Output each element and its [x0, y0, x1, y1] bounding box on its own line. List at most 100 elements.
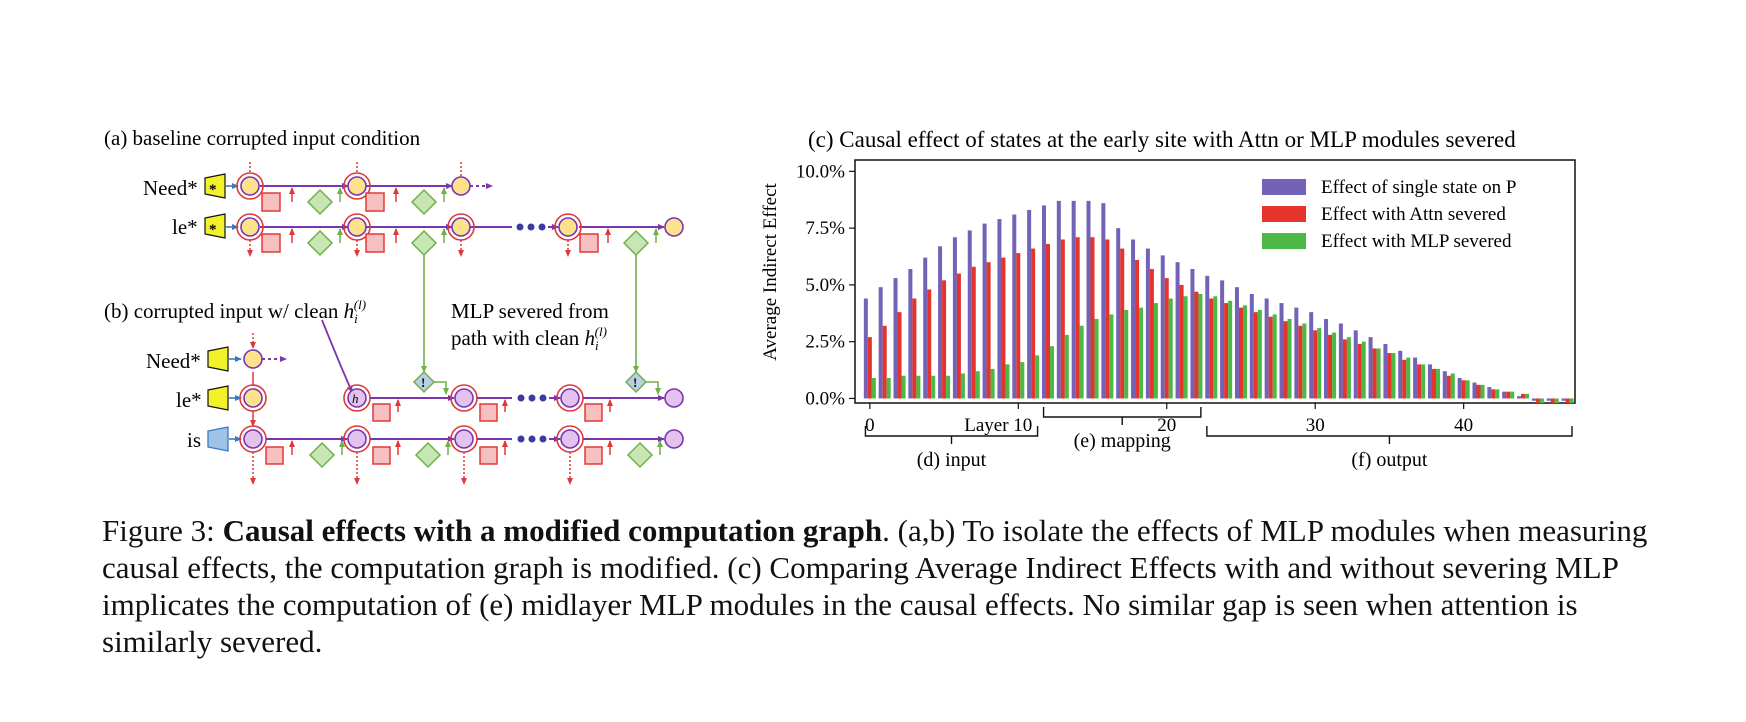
- clean-h-node: [347, 388, 367, 408]
- bar: [952, 237, 957, 399]
- y-tick-label: 7.5%: [805, 218, 845, 239]
- token-label: Need*: [146, 349, 201, 373]
- hidden-state-node: [454, 388, 474, 408]
- token-label: Need*: [143, 176, 198, 200]
- bar: [1268, 316, 1273, 399]
- legend-entry: Effect with MLP severed: [1321, 231, 1512, 252]
- bar: [893, 278, 898, 399]
- bar: [1012, 214, 1017, 399]
- y-axis-label: Average Indirect Effect: [760, 182, 781, 360]
- x-tick-label: 30: [1306, 415, 1325, 436]
- bar: [1228, 300, 1233, 399]
- attn-module: [261, 192, 281, 212]
- bar: [1109, 314, 1114, 399]
- bar: [1510, 391, 1515, 399]
- bar: [1461, 380, 1466, 399]
- bar: [1487, 387, 1492, 399]
- hidden-state-node: [558, 217, 578, 237]
- figure-caption: Figure 3: Causal effects with a modified…: [102, 512, 1662, 660]
- bar: [1120, 248, 1125, 399]
- bar: [927, 289, 932, 399]
- legend-entry: Effect of single state on P: [1321, 177, 1516, 198]
- mlp-severed-note-2: path with clean hi(l): [451, 324, 607, 353]
- chart-title: (c) Causal effect of states at the early…: [808, 127, 1516, 152]
- bar: [1476, 384, 1481, 399]
- attn-module: [479, 403, 498, 422]
- bar: [1517, 396, 1522, 399]
- bar: [867, 337, 872, 399]
- bar: [1168, 298, 1173, 399]
- severed-mlp-icon: [412, 370, 436, 394]
- token-input-icon: [204, 213, 226, 239]
- bar: [1561, 398, 1566, 401]
- bracket: [1206, 426, 1573, 444]
- bar: [1480, 384, 1485, 399]
- panel-c-chart: (c) Causal effect of states at the early…: [760, 127, 1576, 471]
- bar: [990, 368, 995, 399]
- caption-text: . (a,b) To isolate the effects of MLP mo…: [102, 513, 1648, 659]
- hidden-state-node: [347, 217, 367, 237]
- bar: [1402, 359, 1407, 399]
- bar: [1264, 298, 1269, 399]
- plot-frame: [854, 159, 1576, 404]
- mlp-module: [626, 441, 654, 469]
- bars: [863, 200, 1574, 403]
- graph-row-is-b: [239, 411, 684, 485]
- bar: [1016, 253, 1021, 399]
- bar: [1387, 353, 1392, 399]
- bar: [1298, 325, 1303, 399]
- bar: [942, 280, 947, 399]
- bar: [1383, 343, 1388, 399]
- bar: [1550, 398, 1555, 403]
- bar: [960, 373, 965, 399]
- figure-3: (a) baseline corrupted input condition N…: [104, 126, 1576, 485]
- bar: [1539, 398, 1544, 403]
- bar: [1372, 348, 1377, 399]
- token-input-icon: [207, 346, 229, 372]
- bar: [1491, 389, 1496, 399]
- bar: [1094, 318, 1099, 399]
- bar: [863, 298, 868, 399]
- bar: [901, 375, 906, 399]
- bar: [1313, 330, 1318, 399]
- bar: [1101, 203, 1106, 399]
- bar: [1139, 307, 1144, 399]
- token-input-icon: [204, 173, 226, 199]
- bar: [1060, 239, 1065, 399]
- attn-module: [365, 233, 385, 253]
- legend-swatch: [1262, 179, 1306, 195]
- bar: [1376, 348, 1381, 399]
- graph-row-need-a: [236, 162, 493, 216]
- bar: [982, 223, 987, 399]
- bar: [938, 246, 943, 399]
- x-tick-label: 0: [865, 415, 875, 436]
- bar: [1031, 248, 1036, 399]
- attn-module: [265, 446, 284, 465]
- bar: [1442, 371, 1447, 399]
- hidden-state-node: [454, 429, 474, 449]
- y-tick-label: 10.0%: [796, 161, 845, 182]
- hidden-state-node: [243, 388, 263, 408]
- bar: [1391, 353, 1396, 399]
- attn-module: [365, 192, 385, 212]
- bar: [1238, 307, 1243, 399]
- bar: [1309, 312, 1314, 399]
- bar: [1342, 339, 1347, 399]
- bar: [967, 230, 972, 399]
- bar: [1049, 346, 1055, 399]
- bar: [1198, 293, 1203, 399]
- bar: [986, 262, 991, 399]
- attn-module: [584, 446, 603, 465]
- bar: [1035, 355, 1040, 399]
- bar: [1190, 269, 1195, 399]
- caption-bold: Causal effects with a modified computati…: [222, 513, 883, 548]
- panel-a: (a) baseline corrupted input condition N…: [104, 126, 684, 373]
- panel-a-title: (a) baseline corrupted input condition: [104, 126, 421, 150]
- mlp-module: [622, 229, 650, 257]
- bar: [1328, 334, 1333, 399]
- y-tick-label: 5.0%: [805, 275, 845, 296]
- bar: [886, 378, 891, 399]
- legend-entry: Effect with Attn severed: [1321, 204, 1506, 225]
- bar: [1175, 262, 1180, 399]
- bar: [1569, 398, 1574, 403]
